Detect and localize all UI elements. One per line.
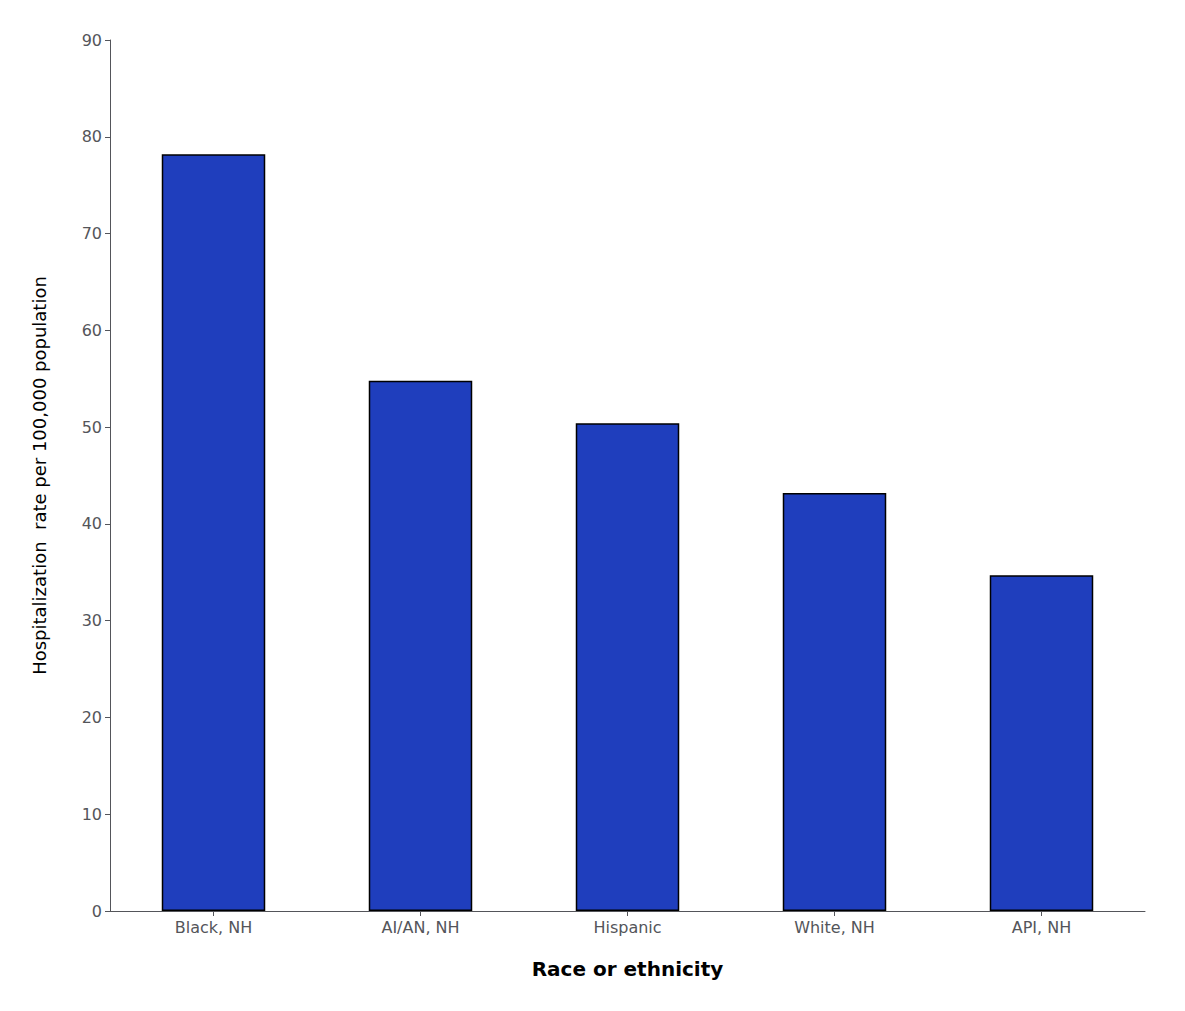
- svg-text:Hispanic: Hispanic: [593, 918, 661, 937]
- svg-text:Black, NH: Black, NH: [175, 918, 252, 937]
- svg-text:50: 50: [82, 418, 102, 437]
- svg-text:20: 20: [82, 708, 102, 727]
- svg-text:Race or ethnicity: Race or ethnicity: [532, 957, 724, 981]
- svg-text:10: 10: [82, 805, 102, 824]
- svg-text:AI/AN, NH: AI/AN, NH: [381, 918, 459, 937]
- svg-text:60: 60: [82, 321, 102, 340]
- svg-text:70: 70: [82, 224, 102, 243]
- svg-text:80: 80: [82, 127, 102, 146]
- svg-text:0: 0: [92, 902, 102, 921]
- svg-text:White, NH: White, NH: [794, 918, 875, 937]
- svg-text:90: 90: [82, 31, 102, 50]
- svg-text:Hospitalization rate per 100,: Hospitalization rate per 100,000 populat…: [29, 276, 50, 675]
- svg-text:API, NH: API, NH: [1012, 918, 1071, 937]
- svg-text:30: 30: [82, 611, 102, 630]
- svg-text:40: 40: [82, 514, 102, 533]
